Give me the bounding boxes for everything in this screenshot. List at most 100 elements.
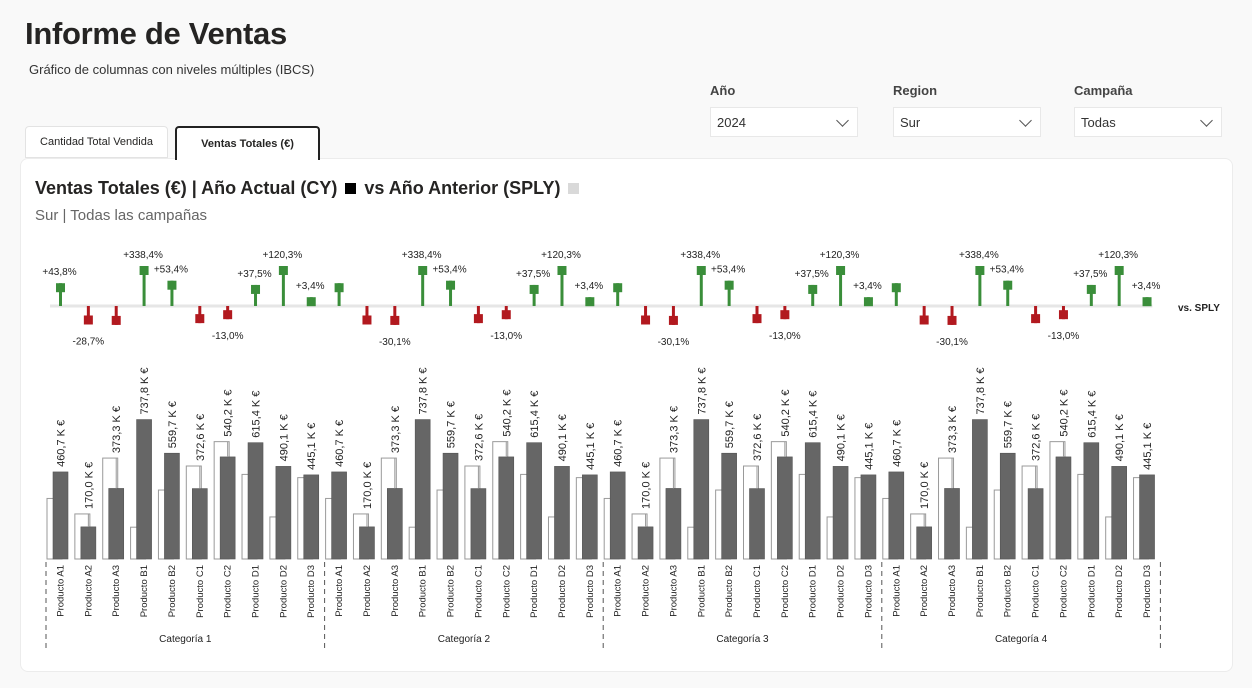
bar-cy — [414, 419, 431, 560]
bar-cy — [275, 466, 292, 560]
variance-marker — [724, 280, 734, 290]
variance-label: +37,5% — [516, 269, 550, 280]
value-label: 490,1 K € — [836, 414, 848, 461]
value-label: 737,8 K € — [975, 367, 987, 414]
product-label: Producto A2 — [362, 565, 373, 617]
variance-marker — [446, 280, 456, 290]
bar-cy — [192, 488, 208, 560]
product-label: Producto A2 — [641, 565, 652, 617]
variance-marker — [641, 315, 651, 325]
variance-label: +338,4% — [959, 250, 999, 261]
variance-label: +120,3% — [820, 250, 860, 261]
campaign-value: Todas — [1081, 114, 1116, 130]
variance-label: -30,1% — [379, 337, 411, 348]
bar-cy — [582, 474, 598, 560]
region-dropdown[interactable]: Sur — [893, 107, 1041, 137]
variance-label: -28,7% — [73, 336, 105, 347]
value-label: 170,0 K € — [919, 462, 931, 509]
bar-cy — [359, 526, 375, 560]
product-label: Producto A1 — [56, 565, 67, 617]
variance-label: +53,4% — [432, 265, 466, 276]
variance-label: +3,4% — [853, 281, 882, 292]
product-label: Producto B2 — [724, 565, 735, 617]
variance-label: +53,4% — [154, 265, 188, 276]
region-slicer: Region Sur — [893, 83, 1041, 137]
variance-label: +3,4% — [296, 281, 325, 292]
bar-cy — [164, 452, 180, 560]
variance-label: +120,3% — [541, 250, 581, 261]
bar-cy — [303, 474, 320, 560]
bar-cy — [665, 488, 682, 560]
variance-label: +37,5% — [237, 269, 271, 280]
variance-marker — [1058, 310, 1068, 320]
variance-label: +120,3% — [262, 250, 302, 261]
product-label: Producto C2 — [223, 565, 234, 618]
product-label: Producto D1 — [251, 565, 262, 618]
variance-marker — [56, 283, 65, 293]
variance-axis-label: vs. SPLY — [1178, 303, 1220, 314]
bar-cy — [470, 488, 487, 560]
product-label: Producto A3 — [668, 565, 679, 617]
product-label: Producto D2 — [557, 565, 568, 618]
variance-label: +338,4% — [123, 250, 163, 261]
region-label: Region — [893, 83, 938, 98]
variance-label: +37,5% — [795, 269, 829, 280]
year-dropdown[interactable]: 2024 — [710, 107, 858, 137]
value-label: 615,4 K € — [251, 391, 263, 438]
value-label: 445,1 K € — [306, 423, 318, 470]
bar-cy — [721, 452, 737, 560]
variance-marker — [362, 315, 372, 325]
variance-marker — [1003, 280, 1013, 290]
variance-label: +3,4% — [575, 281, 604, 292]
bar-cy — [860, 474, 877, 560]
variance-marker — [975, 266, 985, 275]
variance-marker — [501, 310, 511, 320]
variance-marker — [780, 310, 790, 320]
value-label: 372,6 K € — [473, 414, 485, 461]
variance-marker — [251, 284, 261, 294]
value-label: 445,1 K € — [1142, 423, 1154, 470]
value-label: 170,0 K € — [362, 462, 374, 509]
bar-cy — [1083, 442, 1100, 560]
year-label: Año — [710, 83, 736, 98]
bar-cy — [609, 471, 626, 560]
bar-cy — [108, 488, 125, 560]
value-label: 490,1 K € — [557, 414, 569, 461]
variance-label: +53,4% — [711, 265, 745, 276]
value-label: 615,4 K € — [529, 391, 541, 438]
region-value: Sur — [900, 114, 921, 130]
value-label: 490,1 K € — [278, 414, 290, 461]
variance-marker — [278, 266, 288, 275]
campaign-dropdown[interactable]: Todas — [1074, 107, 1222, 137]
bar-cy — [888, 471, 905, 560]
value-label: 490,1 K € — [1114, 414, 1126, 461]
year-slicer: Año 2024 — [710, 83, 858, 137]
product-label: Producto C1 — [1031, 565, 1042, 618]
tab-cantidad-total[interactable]: Cantidad Total Vendida — [25, 126, 168, 158]
value-label: 460,7 K € — [613, 420, 625, 467]
variance-marker — [1114, 266, 1124, 275]
bar-cy — [1055, 456, 1072, 560]
variance-label: -13,0% — [212, 331, 244, 342]
variance-label: +3,4% — [1132, 281, 1161, 292]
bar-cy — [749, 488, 765, 560]
product-label: Producto A2 — [919, 565, 930, 617]
value-label: 460,7 K € — [334, 420, 346, 467]
variance-marker — [83, 315, 93, 325]
product-label: Producto B1 — [418, 565, 429, 617]
bar-cy — [693, 419, 710, 560]
bar-cy — [219, 456, 236, 560]
bar-cy — [999, 452, 1016, 560]
value-label: 615,4 K € — [808, 391, 820, 438]
variance-marker — [223, 310, 233, 320]
variance-marker — [1142, 297, 1152, 307]
legend-py-swatch — [568, 183, 580, 194]
product-label: Producto B1 — [696, 565, 707, 617]
tab-ventas-totales[interactable]: Ventas Totales (€) — [175, 126, 320, 160]
value-label: 170,0 K € — [641, 462, 653, 509]
variance-label: +338,4% — [402, 250, 442, 261]
variance-label: -30,1% — [658, 337, 690, 348]
value-label: 540,2 K € — [780, 390, 792, 437]
variance-label: -13,0% — [490, 331, 522, 342]
